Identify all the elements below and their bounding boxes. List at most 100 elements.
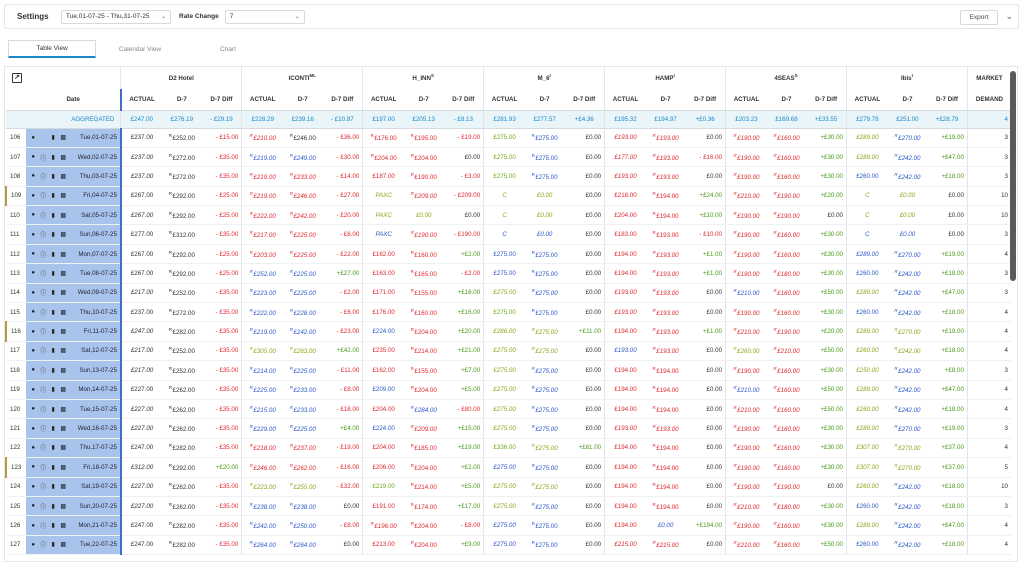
rate-cell[interactable]: £194.00	[605, 458, 646, 477]
rate-cell[interactable]: £312.00	[121, 458, 162, 477]
rate-change-dropdown[interactable]: 7 ⌄	[225, 10, 305, 24]
rate-cell[interactable]: R£160.00	[767, 516, 806, 535]
rate-cell[interactable]: £275.00	[484, 458, 525, 477]
rate-cell[interactable]: R£193.00	[646, 264, 685, 283]
comment-icon[interactable]: ●	[29, 329, 37, 335]
rate-cell[interactable]: £260.00	[846, 399, 887, 418]
rate-cell[interactable]: R£215.00	[646, 535, 685, 554]
bookmark-icon[interactable]: ▮	[49, 367, 57, 374]
date-column-header[interactable]: Date	[6, 89, 121, 110]
rate-cell[interactable]: R£275.00	[525, 458, 564, 477]
rate-cell[interactable]: R£194.00	[646, 399, 685, 418]
rate-cell[interactable]: R£250.00	[283, 516, 322, 535]
rate-cell[interactable]: R£233.00	[283, 380, 322, 399]
table-row[interactable]: 121 ● ⓘ ▮ ▩ Wed,16-07-25 £227.00 R£262.00- £35.…	[6, 419, 1011, 438]
rate-cell[interactable]: £275.00	[484, 496, 525, 515]
comment-icon[interactable]: ●	[29, 290, 37, 296]
rate-cell[interactable]: R£193.00	[646, 283, 685, 302]
sub-header[interactable]: D-7 Diff	[927, 89, 967, 110]
rate-cell[interactable]: £275.00	[484, 399, 525, 418]
rate-cell[interactable]: R£225.00	[283, 361, 322, 380]
info-icon[interactable]: ⓘ	[39, 327, 47, 336]
comment-icon[interactable]: ●	[29, 135, 37, 141]
rate-cell[interactable]: £215.00	[605, 535, 646, 554]
tab-chart[interactable]: Chart	[184, 40, 272, 58]
rate-cell[interactable]: £275.00	[484, 128, 525, 147]
rate-cell[interactable]: £275.00	[484, 264, 525, 283]
table-row[interactable]: 114 ● ⓘ ▮ ▩ Wed,09-07-25 £217.00 R£252.00- £35.…	[6, 283, 1011, 302]
rate-cell[interactable]: R£275.00	[525, 341, 564, 360]
rate-cell[interactable]: R£262.00	[162, 399, 201, 418]
rate-cell[interactable]: £193.00	[605, 303, 646, 322]
sub-header[interactable]: ACTUAL	[121, 89, 162, 110]
info-icon[interactable]: ⓘ	[39, 191, 47, 200]
rate-cell[interactable]: R£270.00	[888, 128, 927, 147]
table-row[interactable]: 118 ● ⓘ ▮ ▩ Sun,13-07-25 £217.00 R£252.00- £35.…	[6, 361, 1011, 380]
rate-cell[interactable]: R£223.00	[242, 283, 283, 302]
rate-cell[interactable]: £275.00	[484, 477, 525, 496]
rate-cell[interactable]: R£190.00	[726, 206, 767, 225]
rate-cell[interactable]: £224.00	[363, 419, 404, 438]
rate-cell[interactable]: £267.00	[121, 206, 162, 225]
rate-cell[interactable]: R£160.00	[767, 535, 806, 554]
rate-cell[interactable]: £275.00	[484, 283, 525, 302]
rate-cell[interactable]: R£160.00	[404, 303, 443, 322]
bookmark-icon[interactable]: ▮	[49, 270, 57, 277]
rate-cell[interactable]: R£242.00	[888, 477, 927, 496]
rate-cell[interactable]: £235.00	[363, 341, 404, 360]
bookmark-icon[interactable]: ▮	[49, 309, 57, 316]
sub-header[interactable]: D-7 Diff	[202, 89, 242, 110]
rate-cell[interactable]: £0.00	[525, 186, 564, 205]
bookmark-icon[interactable]: ▮	[49, 173, 57, 180]
info-icon[interactable]: ⓘ	[39, 482, 47, 491]
rate-cell[interactable]: £260.00	[846, 303, 887, 322]
comment-icon[interactable]: ●	[29, 251, 37, 257]
rate-cell[interactable]: R£194.00	[646, 496, 685, 515]
rate-cell[interactable]: R£252.00	[162, 341, 201, 360]
rate-cell[interactable]: £194.00	[605, 244, 646, 263]
rate-cell[interactable]: £260.00	[846, 167, 887, 186]
chart-icon[interactable]: ▩	[59, 425, 67, 432]
table-row[interactable]: 110 ● ⓘ ▮ ▩ Sat,05-07-25 £267.00 R£292.00- £25.…	[6, 206, 1011, 225]
rate-cell[interactable]: R£160.00	[767, 128, 806, 147]
sub-header[interactable]: D-7	[767, 89, 806, 110]
expand-icon[interactable]: ↗	[12, 73, 22, 83]
comment-icon[interactable]: ●	[29, 542, 37, 548]
info-icon[interactable]: ⓘ	[39, 346, 47, 355]
rate-cell[interactable]: £191.00	[363, 496, 404, 515]
chart-icon[interactable]: ▩	[59, 154, 67, 161]
rate-cell[interactable]: £218.00	[605, 186, 646, 205]
table-row[interactable]: 113 ● ⓘ ▮ ▩ Tue,08-07-25 £267.00 R£292.00- £25.…	[6, 264, 1011, 283]
rate-cell[interactable]: R£190.00	[726, 225, 767, 244]
rate-cell[interactable]: £194.00	[605, 477, 646, 496]
chart-icon[interactable]: ▩	[59, 212, 67, 219]
rate-cell[interactable]: R£242.00	[888, 341, 927, 360]
rate-cell[interactable]: R£165.00	[404, 264, 443, 283]
rate-cell[interactable]: R£210.00	[726, 535, 767, 554]
rate-cell[interactable]: £247.00	[121, 516, 162, 535]
chart-icon[interactable]: ▩	[59, 406, 67, 413]
rate-cell[interactable]: R£275.00	[525, 322, 564, 341]
rate-cell[interactable]: £227.00	[121, 419, 162, 438]
rate-cell[interactable]: R£174.00	[404, 496, 443, 515]
rate-cell[interactable]: £247.00	[121, 535, 162, 554]
rate-cell[interactable]: £194.00	[605, 361, 646, 380]
rate-cell[interactable]: R£190.00	[726, 438, 767, 457]
rate-cell[interactable]: £187.00	[363, 167, 404, 186]
rate-cell[interactable]: R£160.00	[767, 147, 806, 166]
chart-icon[interactable]: ▩	[59, 503, 67, 510]
rate-cell[interactable]: R£160.00	[767, 419, 806, 438]
table-row[interactable]: 117 ● ⓘ ▮ ▩ Sat,12-07-25 £217.00 R£252.00- £35.…	[6, 341, 1011, 360]
rate-cell[interactable]: R£225.00	[283, 264, 322, 283]
rate-cell[interactable]: R£246.00	[242, 458, 283, 477]
rate-cell[interactable]: PAXC	[363, 206, 404, 225]
rate-cell[interactable]: R£275.00	[525, 438, 564, 457]
rate-cell[interactable]: R£275.00	[525, 496, 564, 515]
rate-cell[interactable]: £171.00	[363, 283, 404, 302]
rate-cell[interactable]: R£272.00	[162, 303, 201, 322]
chart-icon[interactable]: ▩	[59, 464, 67, 471]
rate-cell[interactable]: R£225.00	[283, 244, 322, 263]
rate-cell[interactable]: R£204.00	[404, 458, 443, 477]
rate-cell[interactable]: R£312.00	[162, 225, 201, 244]
rate-cell[interactable]: R£225.00	[283, 283, 322, 302]
